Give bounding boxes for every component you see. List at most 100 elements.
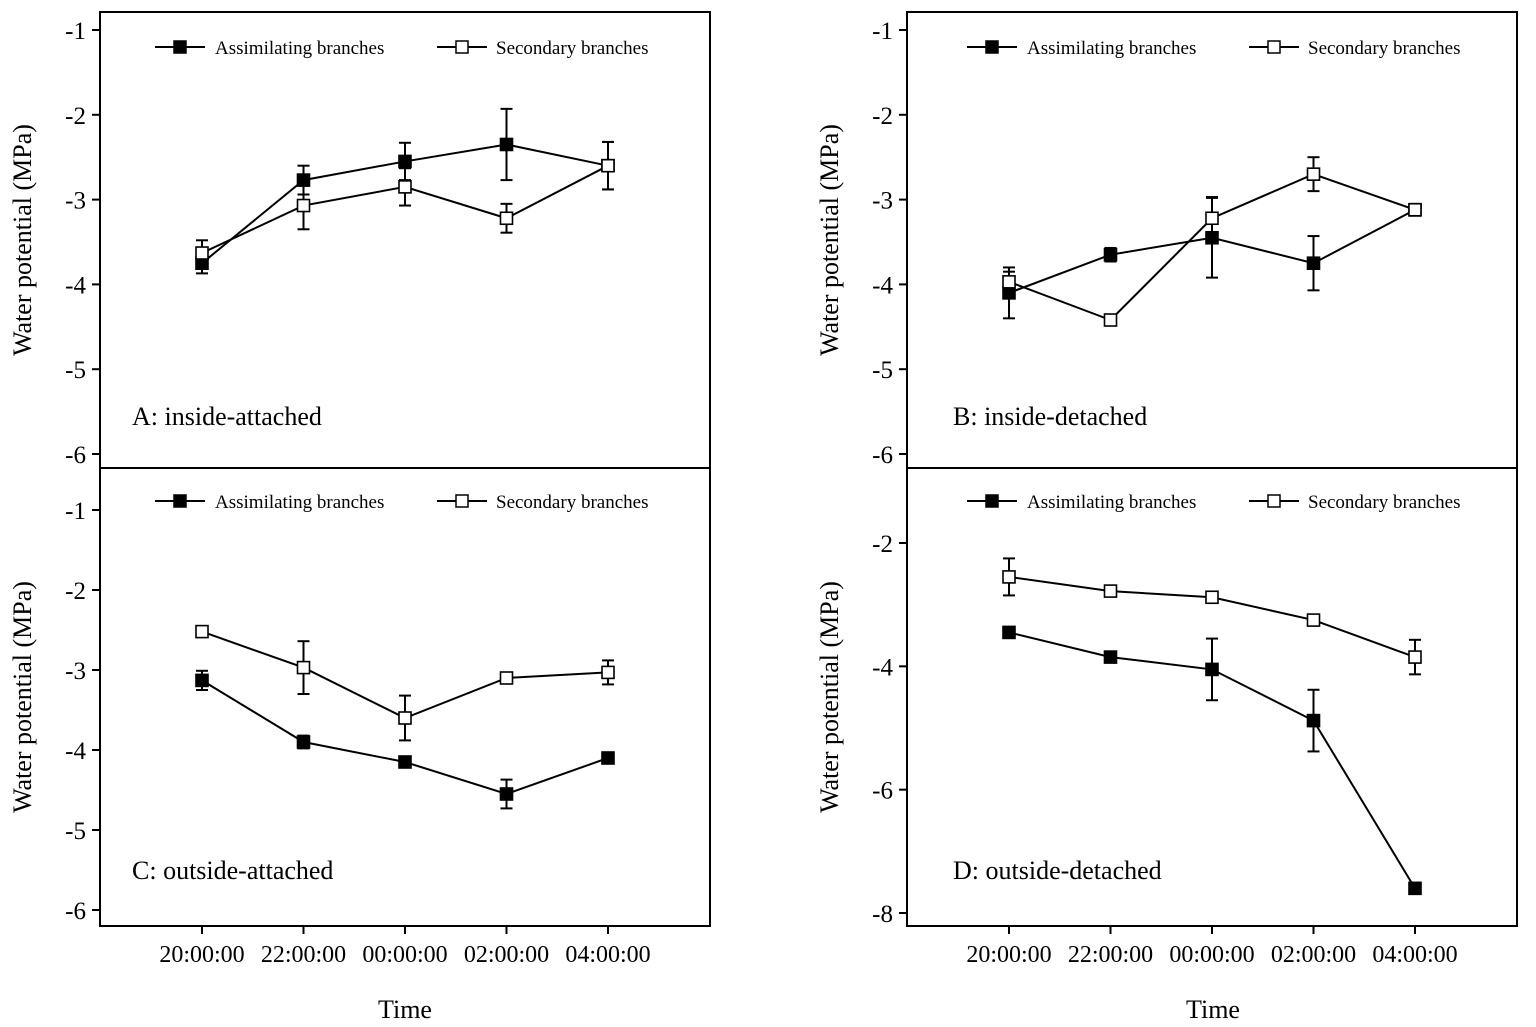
x-tick-label: 22:00:00	[261, 942, 346, 968]
legend-label-assimilating: Assimilating branches	[1027, 492, 1196, 513]
data-point-assimilating	[296, 735, 311, 749]
y-tick-label: -4	[872, 654, 893, 681]
legend-marker-open	[455, 494, 469, 508]
data-point-secondary	[1103, 584, 1118, 598]
y-tick-label: -1	[65, 498, 86, 525]
x-tick-label: 20:00:00	[159, 942, 244, 968]
data-point-secondary	[1408, 202, 1422, 217]
data-point-assimilating	[1306, 713, 1321, 728]
panel-c-legend: Assimilating branches Secondary branches	[155, 492, 648, 513]
panel-c-series	[195, 624, 615, 810]
data-point-secondary	[1103, 313, 1118, 327]
data-point-secondary	[1205, 590, 1219, 605]
legend-label-assimilating: Assimilating branches	[1027, 38, 1196, 59]
x-tick-label: 20:00:00	[966, 942, 1051, 968]
legend-marker-open	[455, 40, 469, 54]
y-tick-label: -6	[872, 778, 893, 805]
y-tick-label: -5	[65, 357, 86, 384]
y-tick-label: -2	[872, 103, 893, 130]
panel-b-label: B: inside-detached	[953, 402, 1147, 431]
legend-label-secondary: Secondary branches	[1308, 38, 1460, 59]
data-point-secondary	[499, 211, 514, 226]
data-point-assimilating	[195, 673, 209, 688]
data-point-secondary	[601, 665, 615, 680]
panel-a-y-ticks: -1 -2 -3 -4 -5 -6	[65, 18, 100, 469]
panel-d-y-axis-title: Water potential (MPa)	[815, 581, 844, 813]
data-point-assimilating	[1103, 650, 1118, 664]
data-point-assimilating	[1205, 662, 1219, 677]
panel-b-legend: Assimilating branches Secondary branches	[967, 38, 1460, 59]
x-tick-label: 00:00:00	[1169, 942, 1254, 968]
panel-a-series	[195, 107, 615, 275]
data-point-assimilating	[1103, 247, 1118, 262]
legend-label-assimilating: Assimilating branches	[215, 38, 384, 59]
panel-d-y-ticks: -2 -4 -6 -8	[872, 531, 907, 928]
x-tick-label: 02:00:00	[464, 942, 549, 968]
data-point-secondary	[296, 660, 311, 675]
y-tick-label: -2	[872, 531, 893, 558]
panel-a: -1 -2 -3 -4 -5 -6 Assimilating branches Secon…	[8, 11, 711, 469]
data-point-secondary	[1002, 275, 1016, 289]
data-point-secondary	[1306, 613, 1321, 627]
data-point-assimilating	[1002, 625, 1016, 640]
panel-b-y-ticks: -1 -2 -3 -4 -5 -6	[872, 18, 907, 469]
panel-a-frame	[99, 11, 711, 469]
panel-d: -2 -4 -6 -8 20:00:00 22:00:00 00:00:00 02:00:0…	[815, 467, 1518, 1024]
panel-d-legend: Assimilating branches Secondary branches	[967, 492, 1460, 513]
panel-d-series	[1002, 557, 1422, 896]
y-tick-label: -5	[872, 357, 893, 384]
y-tick-label: -4	[872, 272, 893, 299]
y-tick-label: -2	[65, 103, 86, 130]
x-tick-label: 04:00:00	[565, 942, 650, 968]
y-tick-label: -1	[872, 18, 893, 45]
legend-marker-open	[1267, 40, 1281, 54]
data-point-assimilating	[1408, 881, 1422, 896]
data-point-assimilating	[601, 751, 615, 765]
panel-c-y-axis-title: Water potential (MPa)	[8, 581, 37, 813]
data-point-secondary	[499, 671, 514, 685]
panel-d-x-ticks: 20:00:00 22:00:00 00:00:00 02:00:00 04:00:00	[966, 926, 1458, 968]
panel-a-legend: Assimilating branches Secondary branches	[155, 38, 648, 59]
panel-c-x-ticks: 20:00:00 22:00:00 00:00:00 02:00:00 04:00:00	[159, 926, 651, 968]
data-point-secondary	[1205, 211, 1219, 226]
legend-marker-filled	[985, 40, 999, 54]
y-tick-label: -4	[65, 272, 86, 299]
legend-marker-open	[1267, 494, 1281, 508]
y-tick-label: -3	[65, 658, 86, 685]
legend-marker-filled	[173, 40, 187, 54]
panel-a-y-axis-title: Water potential (MPa)	[8, 124, 37, 356]
y-tick-label: -5	[65, 818, 86, 845]
data-point-secondary	[1408, 650, 1422, 664]
y-tick-label: -8	[872, 901, 893, 928]
data-point-secondary	[195, 246, 209, 260]
panel-c-x-axis-title: Time	[378, 995, 432, 1024]
legend-label-secondary: Secondary branches	[496, 38, 648, 59]
panel-b: -1 -2 -3 -4 -5 -6 Assimilating branches Secon…	[815, 11, 1518, 469]
y-tick-label: -4	[65, 738, 86, 765]
y-tick-label: -1	[65, 18, 86, 45]
y-tick-label: -3	[872, 188, 893, 215]
legend-label-secondary: Secondary branches	[496, 492, 648, 513]
legend-label-secondary: Secondary branches	[1308, 492, 1460, 513]
panel-d-x-axis-title: Time	[1186, 995, 1240, 1024]
y-tick-label: -6	[65, 442, 86, 469]
data-point-secondary	[601, 158, 615, 173]
data-point-assimilating	[499, 137, 514, 152]
x-tick-label: 22:00:00	[1068, 942, 1153, 968]
panel-c: -1 -2 -3 -4 -5 -6 20:00:00 22:00:00 00:00:00 02:…	[8, 467, 711, 1024]
panel-d-label: D: outside-detached	[953, 856, 1162, 885]
panel-c-label: C: outside-attached	[132, 856, 333, 885]
data-point-secondary	[296, 198, 311, 213]
data-point-secondary	[1002, 570, 1016, 584]
x-tick-label: 02:00:00	[1271, 942, 1356, 968]
panel-b-series	[1002, 156, 1422, 327]
legend-label-assimilating: Assimilating branches	[215, 492, 384, 513]
x-tick-label: 00:00:00	[362, 942, 447, 968]
x-tick-label: 04:00:00	[1372, 942, 1457, 968]
data-point-assimilating	[398, 154, 412, 169]
data-point-assimilating	[1306, 256, 1321, 271]
data-point-assimilating	[398, 755, 412, 769]
data-point-assimilating	[499, 787, 514, 801]
y-tick-label: -2	[65, 578, 86, 605]
